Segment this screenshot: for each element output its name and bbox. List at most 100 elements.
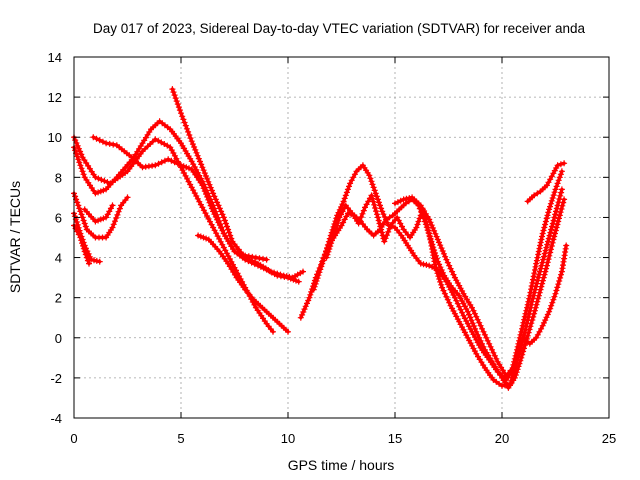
series-track-9 [81, 202, 116, 225]
data-point [513, 349, 520, 356]
data-point [197, 233, 204, 240]
data-point [530, 276, 536, 283]
data-point [539, 259, 546, 266]
data-point [538, 262, 545, 269]
x-tick-label: 10 [281, 431, 295, 446]
data-point [532, 304, 539, 311]
data-point [546, 252, 553, 259]
data-point [429, 225, 436, 231]
data-point [77, 234, 84, 241]
data-point [78, 151, 85, 158]
data-point [546, 206, 553, 213]
data-point [549, 239, 556, 246]
data-point [260, 255, 266, 262]
data-point [318, 263, 325, 270]
data-point [174, 160, 181, 167]
data-point [544, 259, 551, 266]
data-point [397, 197, 404, 204]
data-point [437, 242, 444, 249]
data-point [181, 119, 188, 126]
data-point [320, 257, 327, 264]
data-point [77, 148, 84, 155]
data-point [557, 209, 564, 216]
data-point [176, 107, 183, 114]
data-point [79, 168, 86, 175]
data-point [224, 223, 230, 230]
data-point [326, 246, 333, 252]
data-point [91, 257, 97, 264]
data-point [372, 190, 379, 197]
data-point [423, 261, 430, 268]
data-point [545, 256, 552, 263]
data-point [297, 314, 304, 321]
data-point [205, 196, 212, 203]
data-point [545, 235, 552, 242]
data-point [200, 185, 207, 192]
data-point [532, 263, 539, 270]
data-point [378, 226, 385, 233]
data-point [116, 205, 123, 212]
data-point [371, 201, 378, 208]
data-point [76, 205, 83, 212]
series-track-1 [71, 134, 276, 335]
data-point [554, 221, 561, 228]
data-point [548, 226, 555, 233]
data-point [178, 162, 184, 169]
data-point [543, 262, 550, 269]
data-point [394, 214, 401, 221]
data-point [332, 225, 339, 232]
data-point [509, 374, 516, 381]
data-point [82, 251, 89, 258]
data-point [523, 323, 530, 330]
data-point [280, 272, 287, 279]
data-point [330, 231, 337, 238]
data-point [557, 161, 564, 168]
data-point [535, 292, 542, 299]
data-point [531, 270, 538, 277]
series-track-13 [392, 168, 565, 379]
chart-title: Day 017 of 2023, Sidereal Day-to-day VTE… [93, 21, 585, 36]
data-point [95, 189, 102, 196]
data-point [558, 186, 565, 193]
grid [74, 57, 609, 418]
data-point [319, 260, 326, 267]
data-point [210, 208, 217, 215]
data-point [360, 207, 367, 214]
data-point [438, 281, 445, 288]
data-point [392, 200, 398, 207]
data-point [81, 248, 88, 255]
data-point [343, 189, 350, 196]
data-point [368, 192, 375, 199]
y-tick-label: 2 [55, 291, 62, 306]
y-tick-label: -2 [50, 371, 62, 386]
data-point [558, 271, 564, 278]
data-point [547, 229, 554, 236]
data-point [440, 287, 447, 294]
data-point [201, 188, 208, 195]
data-point [327, 243, 334, 250]
data-point [207, 202, 214, 209]
data-point [514, 346, 520, 353]
data-point [90, 134, 97, 141]
data-point [521, 313, 528, 320]
data-point [550, 217, 557, 224]
data-point [293, 277, 299, 284]
data-point [216, 205, 223, 212]
data-point [517, 331, 524, 338]
data-point [99, 138, 106, 145]
data-point [100, 187, 107, 194]
data-point [378, 205, 385, 212]
data-point [219, 211, 226, 218]
data-point [183, 125, 190, 132]
data-point [434, 236, 441, 243]
data-point [205, 178, 212, 185]
data-point [434, 270, 441, 277]
data-point [158, 159, 165, 166]
data-point [427, 219, 434, 226]
y-axis-label: SDTVAR / TECUs [7, 181, 23, 293]
data-point [186, 165, 192, 172]
data-point [208, 187, 215, 194]
data-point [544, 311, 551, 318]
data-point [180, 116, 187, 123]
data-point [533, 301, 540, 308]
